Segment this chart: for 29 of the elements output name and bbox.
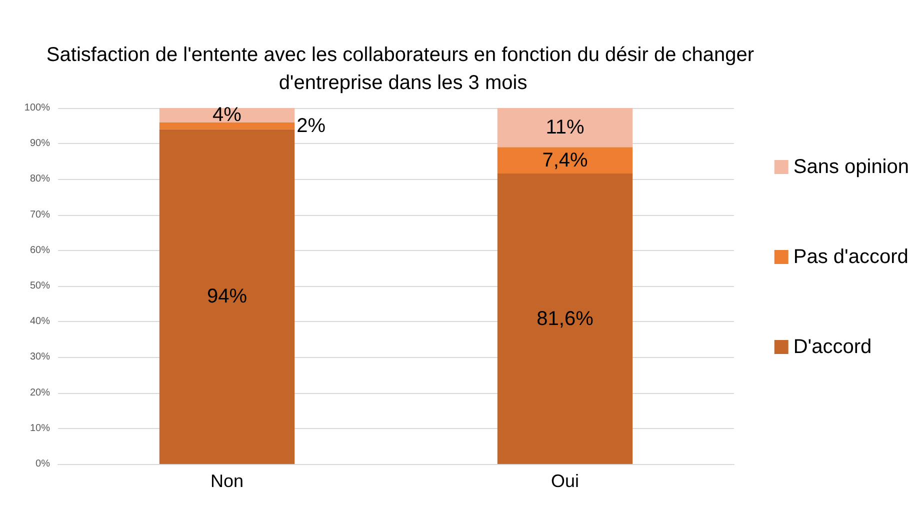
chart-title: Satisfaction de l'entente avec les collaborateurs en fonction du désir de changer d'entreprise dans les 3 mois (46, 44, 760, 94)
legend-label: Pas d'accord (793, 246, 908, 268)
bar (159, 129, 295, 464)
y-tick-label: 40% (30, 316, 50, 328)
data-label: 4% (212, 104, 242, 126)
data-label: 11% (546, 116, 584, 139)
y-tick-label: 90% (30, 138, 50, 150)
y-tick-label: 60% (30, 244, 50, 256)
data-label: 81,6% (536, 308, 594, 330)
bar (159, 122, 295, 130)
y-tick-label: 0% (36, 458, 50, 470)
y-tick-label: 30% (30, 352, 50, 363)
x-tick-label: Oui (550, 471, 580, 491)
legend-label: Sans opinion (793, 156, 910, 178)
y-tick-label: 50% (30, 280, 50, 292)
bar (159, 108, 295, 122)
data-label: 2% (296, 114, 326, 137)
y-tick-label: 100% (24, 102, 50, 114)
y-tick-label: 80% (30, 174, 50, 185)
data-label: 94% (206, 286, 248, 308)
bar (497, 108, 633, 148)
y-tick-label: 20% (30, 387, 50, 398)
bar (497, 174, 633, 464)
legend-label: D'accord (793, 336, 872, 358)
y-tick-label: 10% (30, 422, 50, 434)
data-label: 7,4% (542, 149, 588, 172)
y-tick-label: 70% (30, 209, 50, 220)
bar (497, 147, 633, 174)
x-tick-label: Non (210, 471, 244, 491)
